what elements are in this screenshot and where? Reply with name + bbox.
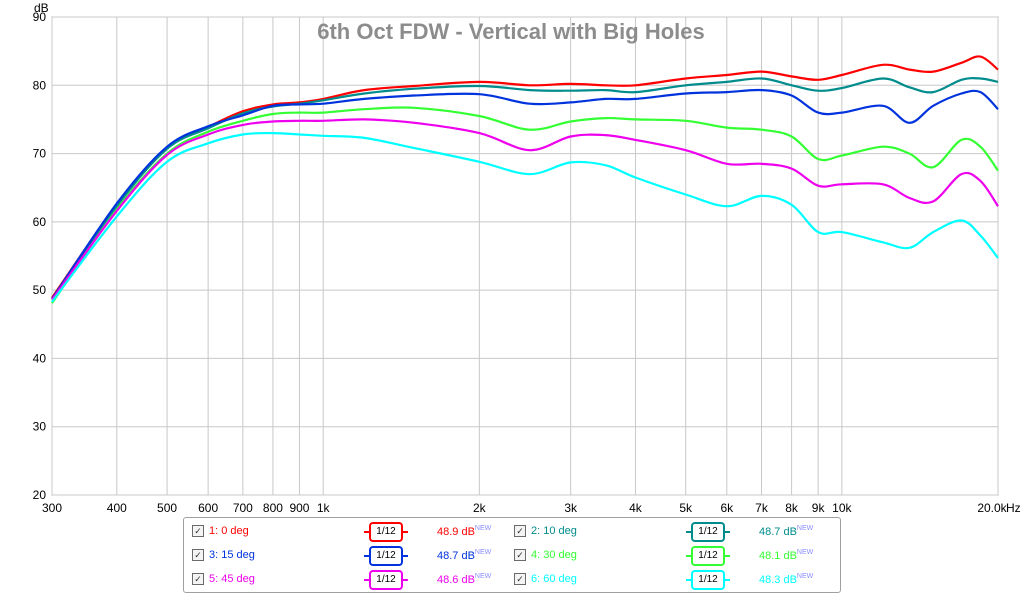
y-tick-label: 40 xyxy=(33,351,47,365)
series-line-1 xyxy=(51,55,999,299)
x-tick-label: 6k xyxy=(720,501,734,515)
plot-area xyxy=(51,16,999,496)
legend-smoothing-button[interactable]: 1/12 xyxy=(369,570,403,590)
y-tick-label: 20 xyxy=(33,488,47,502)
y-tick-label: 90 xyxy=(33,10,47,24)
y-tick-label: 80 xyxy=(33,78,47,92)
series-line-4 xyxy=(51,106,999,304)
series-line-3 xyxy=(51,88,999,300)
legend-series-name: 6: 60 deg xyxy=(531,573,577,585)
legend-item: ✓ 2: 10 deg 1/12 48.7 dBNEW xyxy=(514,522,832,542)
legend-series-name: 2: 10 deg xyxy=(531,525,577,537)
legend-level: 48.7 dBNEW xyxy=(437,549,492,562)
chart-title: 6th Oct FDW - Vertical with Big Holes xyxy=(317,19,705,44)
legend-level: 48.3 dBNEW xyxy=(759,573,814,586)
grid xyxy=(51,16,999,496)
x-tick-label: 300 xyxy=(42,501,62,515)
legend-checkbox[interactable]: ✓ xyxy=(514,525,526,537)
x-tick-label: 500 xyxy=(157,501,177,515)
legend-level: 48.1 dBNEW xyxy=(759,549,814,562)
legend-smoothing-button[interactable]: 1/12 xyxy=(369,546,403,566)
legend-smoothing-button[interactable]: 1/12 xyxy=(369,522,403,542)
legend-item: ✓ 3: 15 deg 1/12 48.7 dBNEW xyxy=(192,546,510,566)
x-tick-label: 10k xyxy=(832,501,852,515)
legend-item: ✓ 4: 30 deg 1/12 48.1 dBNEW xyxy=(514,546,832,566)
curves xyxy=(51,55,999,304)
x-tick-label: 900 xyxy=(289,501,309,515)
legend-checkbox[interactable]: ✓ xyxy=(514,573,526,585)
legend-checkbox[interactable]: ✓ xyxy=(514,549,526,561)
x-tick-label: 9k xyxy=(812,501,826,515)
legend-smoothing-button[interactable]: 1/12 xyxy=(691,546,725,566)
x-tick-label: 3k xyxy=(564,501,578,515)
legend-item: ✓ 5: 45 deg 1/12 48.6 dBNEW xyxy=(192,570,510,590)
y-tick-label: 30 xyxy=(33,420,47,434)
y-axis-label: dB xyxy=(34,1,49,15)
x-tick-label: 800 xyxy=(263,501,283,515)
x-tick-label: 2k xyxy=(473,501,487,515)
x-tick-label: 700 xyxy=(233,501,253,515)
tick-labels: 300 400 500 600 700 800 900 1k 2k 3k 4k 5k 6k 7k 8k 9k 1… xyxy=(33,10,1008,515)
legend-item: ✓ 1: 0 deg 1/12 48.9 dBNEW xyxy=(192,522,510,542)
x-tick-label: 8k xyxy=(785,501,799,515)
x-tick-label: 20.0k xyxy=(977,501,1007,515)
x-axis-unit: Hz xyxy=(1006,501,1021,515)
x-tick-label: 400 xyxy=(107,501,127,515)
legend-checkbox[interactable]: ✓ xyxy=(192,525,204,537)
series-line-6 xyxy=(51,131,999,303)
y-tick-label: 60 xyxy=(33,215,47,229)
legend-checkbox[interactable]: ✓ xyxy=(192,573,204,585)
y-tick-label: 50 xyxy=(33,283,47,297)
y-tick-label: 70 xyxy=(33,147,47,161)
legend-series-name: 4: 30 deg xyxy=(531,549,577,561)
legend-series-name: 1: 0 deg xyxy=(209,525,249,537)
legend-smoothing-button[interactable]: 1/12 xyxy=(691,570,725,590)
legend-smoothing-button[interactable]: 1/12 xyxy=(691,522,725,542)
legend-series-name: 5: 45 deg xyxy=(209,573,255,585)
legend-item: ✓ 6: 60 deg 1/12 48.3 dBNEW xyxy=(514,570,832,590)
x-tick-label: 1k xyxy=(317,501,331,515)
legend-level: 48.7 dBNEW xyxy=(759,525,814,538)
legend-checkbox[interactable]: ✓ xyxy=(192,549,204,561)
x-tick-label: 7k xyxy=(755,501,769,515)
x-tick-label: 4k xyxy=(629,501,643,515)
legend-level: 48.9 dBNEW xyxy=(437,525,492,538)
series-line-2 xyxy=(51,77,999,300)
x-tick-label: 600 xyxy=(198,501,218,515)
legend-level: 48.6 dBNEW xyxy=(437,573,492,586)
series-line-5 xyxy=(51,118,999,301)
x-tick-label: 5k xyxy=(679,501,693,515)
legend-series-name: 3: 15 deg xyxy=(209,549,255,561)
legend-panel: ✓ 1: 0 deg 1/12 48.9 dBNEW ✓ 2: 10 deg 1/12 48.… xyxy=(183,517,841,593)
